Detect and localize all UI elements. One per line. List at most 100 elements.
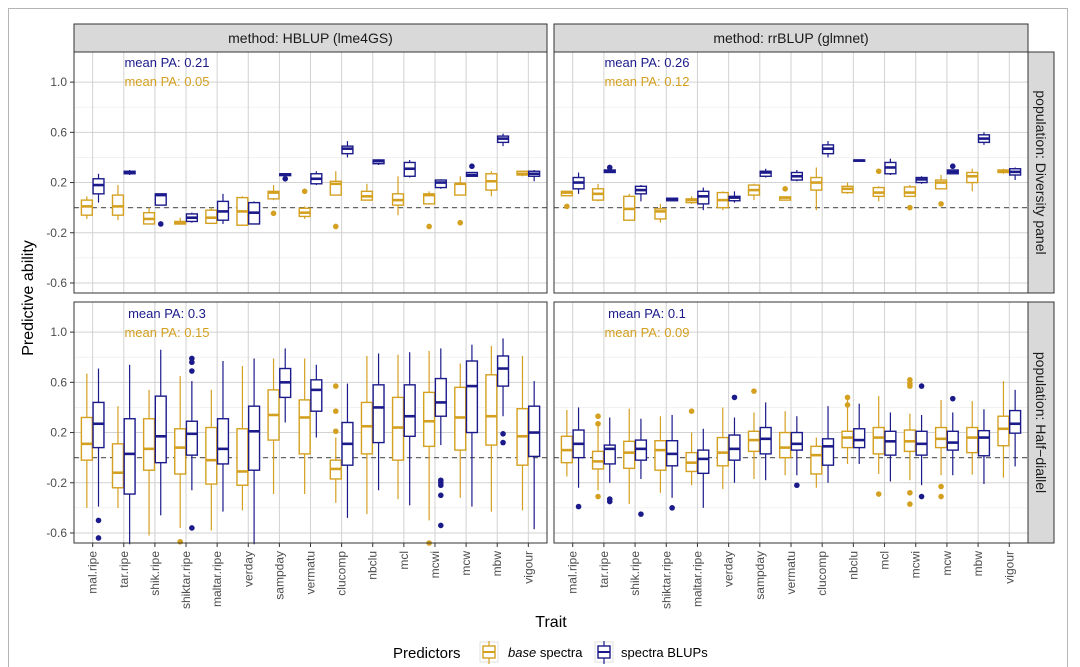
base-box-nbclu <box>841 394 854 464</box>
mean-pa-blup: mean PA: 0.3 <box>128 306 206 321</box>
base-box-clucomp <box>329 383 342 503</box>
box-iqr <box>841 430 854 449</box>
base-box-maltar.ripe <box>685 196 698 204</box>
outlier-point <box>638 511 644 517</box>
box-iqr <box>216 418 230 465</box>
base-box-shik.ripe <box>142 207 156 225</box>
x-tick-label: tar.ripe <box>597 551 611 588</box>
blup-box-mcwi <box>434 348 447 529</box>
blup-box-mcwi <box>915 176 928 184</box>
blup-box-verday <box>728 191 741 203</box>
x-tick-label: verday <box>722 551 736 587</box>
legend-label-base: base spectra <box>508 645 583 660</box>
box-iqr <box>205 426 218 485</box>
box-iqr <box>790 431 804 451</box>
blup-box-maltar.ripe <box>216 360 230 512</box>
base-box-mal.ripe <box>560 409 574 477</box>
x-tick-label: maltar.ripe <box>210 551 224 607</box>
box-iqr <box>298 399 311 455</box>
mean-pa-base: mean PA: 0.05 <box>124 74 209 89</box>
box-iqr <box>174 428 187 475</box>
blup-box-maltar.ripe <box>216 193 230 224</box>
blup-box-maltar.ripe <box>697 428 710 508</box>
base-box-sampday <box>747 388 761 479</box>
outlier-point <box>595 420 601 427</box>
outlier-point <box>282 175 289 182</box>
axes: -0.6 -0.2 0.2 0.6 1.0 -0.6 -0.2 0.2 0.6 1.0 mal.ri… <box>46 75 1016 609</box>
column-strip <box>73 23 548 53</box>
box-iqr <box>884 430 897 456</box>
x-tick-label: mcwi <box>909 551 923 578</box>
outlier-point <box>844 394 851 401</box>
outlier-point <box>189 525 195 531</box>
box-iqr <box>111 443 125 489</box>
blup-box-sampday <box>279 348 292 423</box>
box-iqr <box>434 377 447 417</box>
x-axis-title: Trait <box>535 614 567 631</box>
outlier-point <box>844 402 851 408</box>
y-tick-label: 0.2 <box>50 426 67 440</box>
base-box-vermatu <box>298 358 311 495</box>
legend-label-blup: spectra BLUPs <box>621 645 708 660</box>
base-box-shiktar.ripe <box>174 217 187 225</box>
base-box-sampday <box>267 185 280 217</box>
box-iqr <box>485 374 498 446</box>
base-box-mcw <box>454 176 467 226</box>
x-tick-label: verday <box>241 551 255 587</box>
base-box-shik.ripe <box>142 389 156 536</box>
base-box-maltar.ripe <box>685 408 698 486</box>
x-tick-label: mal.ripe <box>566 551 580 594</box>
row-strip-label: population: Half−diallel <box>1033 352 1049 493</box>
blup-box-mcl <box>884 158 897 176</box>
outlier-point <box>938 493 944 500</box>
blup-box-sampday <box>759 402 772 481</box>
outlier-point <box>794 482 800 489</box>
outlier-point <box>575 503 582 510</box>
base-box-sampday <box>267 358 280 495</box>
base-box-mbw <box>966 401 979 475</box>
x-tick-label: shik.ripe <box>148 551 162 596</box>
box-iqr <box>142 418 156 471</box>
base-box-mcwi <box>903 185 917 211</box>
base-box-verday <box>236 366 249 511</box>
x-tick-label: nbclu <box>846 551 860 580</box>
x-tick-label: mcw <box>940 551 954 576</box>
outlier-point <box>918 493 925 500</box>
box-iqr <box>360 401 374 455</box>
blup-box-shiktar.ripe <box>665 414 679 511</box>
mean-pa-blup: mean PA: 0.26 <box>604 55 689 70</box>
blup-box-vigour <box>528 381 541 530</box>
outlier-point <box>688 408 695 415</box>
blup-box-vigour <box>528 169 541 182</box>
base-box-sampday <box>747 183 761 201</box>
y-tick-label: 1.0 <box>50 75 67 89</box>
legend: Predictors base spectra spectra BLUPs <box>393 641 708 664</box>
box-iqr <box>236 428 249 486</box>
outlier-point <box>949 395 956 402</box>
base-box-mcwi <box>422 191 436 230</box>
outlier-point <box>500 439 506 446</box>
outlier-point <box>95 535 102 541</box>
box-iqr <box>454 183 467 196</box>
base-box-tar.ripe <box>111 406 125 508</box>
blup-box-mbw <box>977 409 991 485</box>
base-box-mcl <box>872 168 885 202</box>
box-iqr <box>247 405 261 471</box>
mean-pa-base: mean PA: 0.15 <box>124 325 209 340</box>
outlier-point <box>189 368 195 374</box>
outlier-point <box>907 501 913 507</box>
blup-box-mal.ripe <box>92 368 105 541</box>
outlier-point <box>270 210 277 217</box>
blup-box-tar.ripe <box>603 164 616 174</box>
x-tick-label: mbw <box>490 551 504 577</box>
base-box-mcw <box>934 175 948 207</box>
box-iqr <box>654 440 667 471</box>
mean-pa-base: mean PA: 0.09 <box>604 325 689 340</box>
base-box-vermatu <box>778 411 792 476</box>
blup-box-maltar.ripe <box>697 187 710 211</box>
y-tick-label: 1.0 <box>50 325 67 339</box>
box-iqr <box>403 384 416 438</box>
x-tick-label: vigour <box>521 551 535 584</box>
outlier-point <box>907 489 913 496</box>
